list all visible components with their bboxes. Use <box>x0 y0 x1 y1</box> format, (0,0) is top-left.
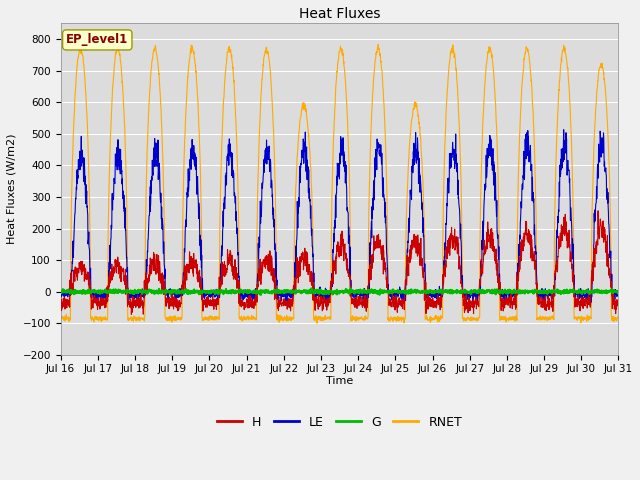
LE <box>560 127 568 132</box>
Line: G: G <box>61 288 618 295</box>
H <box>566 245 573 251</box>
G <box>566 288 573 294</box>
RNET <box>313 320 321 326</box>
LE <box>212 293 220 299</box>
LE <box>502 291 509 297</box>
H <box>614 297 622 303</box>
G <box>257 292 265 298</box>
X-axis label: Time: Time <box>326 376 353 386</box>
RNET <box>581 315 589 321</box>
RNET <box>368 106 376 111</box>
LE <box>368 204 376 210</box>
G <box>212 289 220 295</box>
RNET <box>57 316 65 322</box>
LE <box>356 296 364 301</box>
Line: RNET: RNET <box>61 45 618 323</box>
H <box>594 208 602 214</box>
H <box>581 301 589 307</box>
G <box>57 288 65 294</box>
RNET <box>212 315 220 321</box>
Y-axis label: Heat Fluxes (W/m2): Heat Fluxes (W/m2) <box>7 134 17 244</box>
LE <box>57 292 65 298</box>
H <box>212 307 220 312</box>
H <box>127 312 135 317</box>
Line: LE: LE <box>61 130 618 303</box>
H <box>502 302 509 308</box>
RNET <box>502 319 510 324</box>
H <box>368 259 376 265</box>
G <box>369 289 376 295</box>
RNET <box>566 97 573 103</box>
Line: H: H <box>61 211 618 314</box>
LE <box>614 294 622 300</box>
Legend: H, LE, G, RNET: H, LE, G, RNET <box>212 411 467 434</box>
LE <box>581 293 589 299</box>
H <box>57 303 65 309</box>
LE <box>322 300 330 306</box>
G <box>502 290 510 296</box>
G <box>356 289 364 295</box>
Title: Heat Fluxes: Heat Fluxes <box>299 7 380 21</box>
LE <box>566 176 573 181</box>
Text: EP_level1: EP_level1 <box>66 34 129 47</box>
H <box>356 293 364 299</box>
RNET <box>614 317 622 323</box>
RNET <box>356 314 364 320</box>
RNET <box>374 42 382 48</box>
G <box>347 286 355 291</box>
G <box>614 288 622 294</box>
G <box>581 288 589 294</box>
